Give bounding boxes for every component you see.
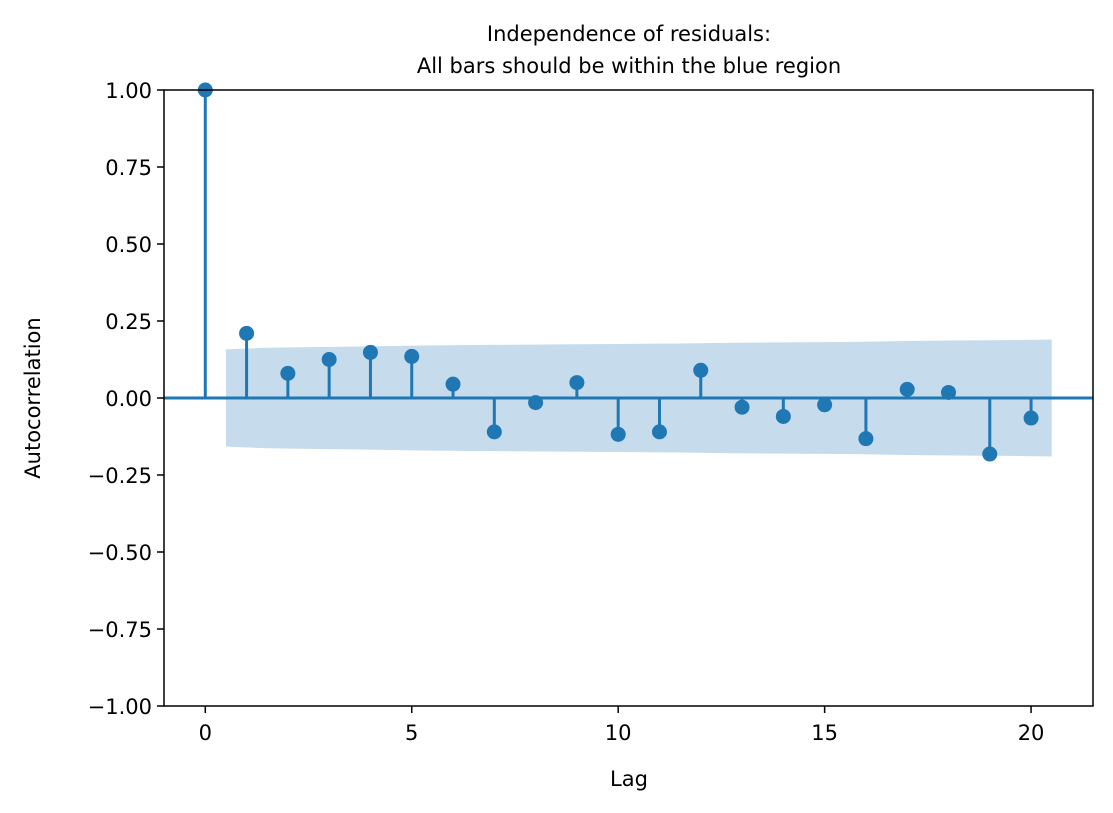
stem-marker xyxy=(651,424,667,440)
x-tick-label: 15 xyxy=(811,721,838,745)
y-tick-label: −0.50 xyxy=(88,541,152,565)
stem-layer xyxy=(197,82,1039,462)
y-tick-label: 1.00 xyxy=(105,79,152,103)
y-tick-label: −0.25 xyxy=(88,464,152,488)
stem-marker xyxy=(693,362,709,378)
stem-marker xyxy=(817,397,833,413)
x-axis: 0 5 10 15 20 xyxy=(199,706,1045,745)
stem-marker xyxy=(404,348,420,364)
stem-marker xyxy=(610,426,626,442)
stem-marker xyxy=(899,381,915,397)
stem-marker xyxy=(528,395,544,411)
y-tick-label: 0.75 xyxy=(105,156,152,180)
stem-marker xyxy=(445,376,461,392)
stem-marker xyxy=(982,446,998,462)
y-tick-label: 0.25 xyxy=(105,310,152,334)
stem-marker xyxy=(858,431,874,447)
stem-marker xyxy=(321,352,337,367)
y-tick-label: −1.00 xyxy=(88,695,152,719)
stem-marker xyxy=(775,408,791,424)
stem-marker xyxy=(280,365,296,381)
stem-marker xyxy=(1023,410,1039,426)
chart-title: Independence of residuals: xyxy=(487,22,771,46)
y-axis-title: Autocorrelation xyxy=(21,317,45,478)
stem-marker xyxy=(239,325,255,341)
stem-marker xyxy=(569,375,585,391)
x-tick-label: 5 xyxy=(405,721,418,745)
x-tick-label: 20 xyxy=(1018,721,1045,745)
stem-marker xyxy=(734,399,750,415)
y-axis: 1.00 0.75 0.50 0.25 0.00 −0.25 −0.50 −0.75 −1.00 xyxy=(88,79,164,719)
y-tick-label: 0.50 xyxy=(105,233,152,257)
y-tick-label: −0.75 xyxy=(88,618,152,642)
y-tick-label: 0.00 xyxy=(105,387,152,411)
stem-marker xyxy=(486,424,502,440)
stem-marker xyxy=(362,344,378,360)
x-axis-title: Lag xyxy=(610,767,648,791)
x-tick-label: 0 xyxy=(199,721,212,745)
x-tick-label: 10 xyxy=(605,721,632,745)
stem-marker xyxy=(940,384,956,400)
chart-subtitle: All bars should be within the blue regio… xyxy=(417,54,841,78)
